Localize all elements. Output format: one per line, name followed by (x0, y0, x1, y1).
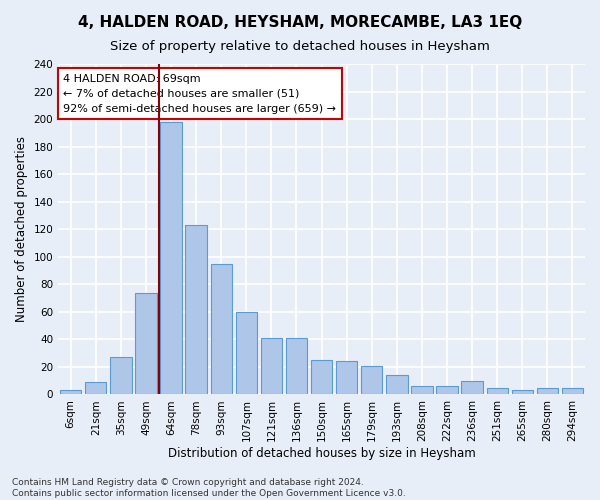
Bar (211, 264, 232, 394)
Bar (60, 390, 82, 394)
Bar (537, 388, 558, 394)
Bar (487, 388, 508, 394)
Bar (562, 388, 583, 394)
Bar (336, 362, 358, 394)
Bar (461, 380, 483, 394)
Text: 4, HALDEN ROAD, HEYSHAM, MORECAMBE, LA3 1EQ: 4, HALDEN ROAD, HEYSHAM, MORECAMBE, LA3 … (78, 15, 522, 30)
X-axis label: Distribution of detached houses by size in Heysham: Distribution of detached houses by size … (168, 447, 475, 460)
Bar (136, 292, 157, 394)
Bar (286, 338, 307, 394)
Bar (185, 225, 207, 394)
Bar (361, 366, 382, 394)
Bar (261, 338, 282, 394)
Bar (110, 358, 131, 395)
Bar (160, 122, 182, 394)
Bar (85, 382, 106, 394)
Bar (436, 386, 458, 394)
Y-axis label: Number of detached properties: Number of detached properties (15, 136, 28, 322)
Bar (236, 312, 257, 394)
Text: 4 HALDEN ROAD: 69sqm
← 7% of detached houses are smaller (51)
92% of semi-detach: 4 HALDEN ROAD: 69sqm ← 7% of detached ho… (64, 74, 337, 114)
Bar (411, 386, 433, 394)
Bar (386, 375, 407, 394)
Text: Contains HM Land Registry data © Crown copyright and database right 2024.
Contai: Contains HM Land Registry data © Crown c… (12, 478, 406, 498)
Bar (311, 360, 332, 394)
Text: Size of property relative to detached houses in Heysham: Size of property relative to detached ho… (110, 40, 490, 53)
Bar (512, 390, 533, 394)
